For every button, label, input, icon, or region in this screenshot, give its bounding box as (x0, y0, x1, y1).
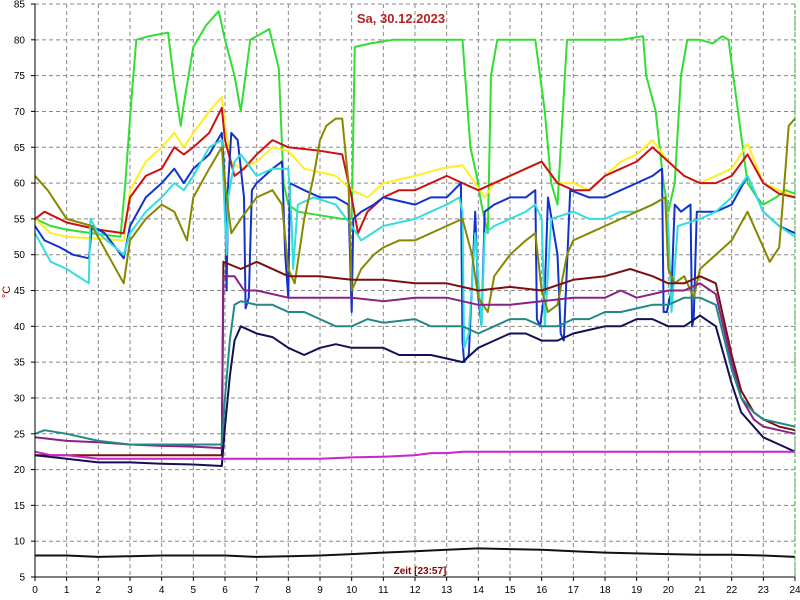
x-tick-label: 12 (409, 585, 421, 596)
x-tick-label: 11 (378, 585, 389, 596)
y-tick-label: 40 (14, 322, 26, 333)
y-tick-labels: 5 10 15 20 25 30 35 40 45 50 55 60 65 70 75 80 85 (14, 0, 26, 584)
series-line-8 (34, 275, 796, 450)
x-tick-label: 4 (159, 585, 165, 596)
series-line-10 (34, 314, 796, 467)
series-line-7 (35, 260, 796, 457)
x-tick-label: 13 (441, 585, 453, 596)
x-tick-label: 17 (568, 585, 580, 596)
x-tick-labels: 0 1 2 3 4 5 6 7 8 9 10 11 12 13 14 15 16 17 18 19 20 21 22 23 24 (32, 585, 800, 596)
y-tick-label: 60 (14, 179, 26, 190)
series-line-9 (34, 296, 796, 446)
x-tick-label: 24 (789, 585, 800, 596)
x-tick-label: 9 (317, 585, 323, 596)
y-tick-label: 35 (14, 358, 26, 369)
y-tick-label: 10 (14, 537, 26, 548)
x-tick-label: 20 (663, 585, 675, 596)
grid (35, 3, 796, 577)
x-tick-label: 16 (536, 585, 548, 596)
chart-title: Sa, 30.12.2023 (357, 11, 445, 26)
x-tick-label: 7 (254, 585, 260, 596)
x-tick-label: 23 (758, 585, 770, 596)
x-tick-label: 21 (694, 585, 706, 596)
x-tick-label: 14 (473, 585, 485, 596)
x-tick-label: 0 (32, 585, 38, 596)
y-tick-label: 5 (19, 573, 25, 584)
x-tick-label: 3 (127, 585, 133, 596)
x-tick-label: 8 (286, 585, 292, 596)
y-tick-label: 20 (14, 465, 26, 476)
x-tick-label: 1 (64, 585, 70, 596)
y-tick-label: 70 (14, 107, 26, 118)
y-tick-label: 50 (14, 250, 26, 261)
x-tick-label: 15 (504, 585, 516, 596)
y-tick-label: 85 (14, 0, 26, 11)
y-tick-label: 80 (14, 35, 26, 46)
x-axis-label: Zeit [23:57] (394, 566, 447, 577)
y-tick-label: 75 (14, 71, 26, 82)
y-tick-label: 55 (14, 214, 26, 225)
x-tick-label: 2 (96, 585, 102, 596)
x-tick-label: 6 (222, 585, 228, 596)
series-line-11 (34, 450, 795, 460)
y-tick-label: 25 (14, 429, 26, 440)
series-line-4 (34, 131, 796, 364)
series-line-3 (34, 106, 796, 235)
y-tick-label: 65 (14, 143, 26, 154)
x-tick-label: 18 (599, 585, 611, 596)
x-tick-label: 5 (191, 585, 197, 596)
x-tick-label: 22 (726, 585, 738, 596)
y-axis-label: °C (1, 286, 13, 298)
x-tick-label: 10 (346, 585, 358, 596)
y-tick-label: 30 (14, 393, 26, 404)
y-tick-label: 15 (14, 501, 26, 512)
x-tick-label: 19 (631, 585, 643, 596)
series-line-6 (34, 117, 796, 313)
series-line-12 (35, 547, 796, 558)
series-group (34, 10, 796, 558)
y-tick-label: 45 (14, 286, 26, 297)
series-line-1 (34, 10, 796, 238)
axes (31, 3, 796, 581)
